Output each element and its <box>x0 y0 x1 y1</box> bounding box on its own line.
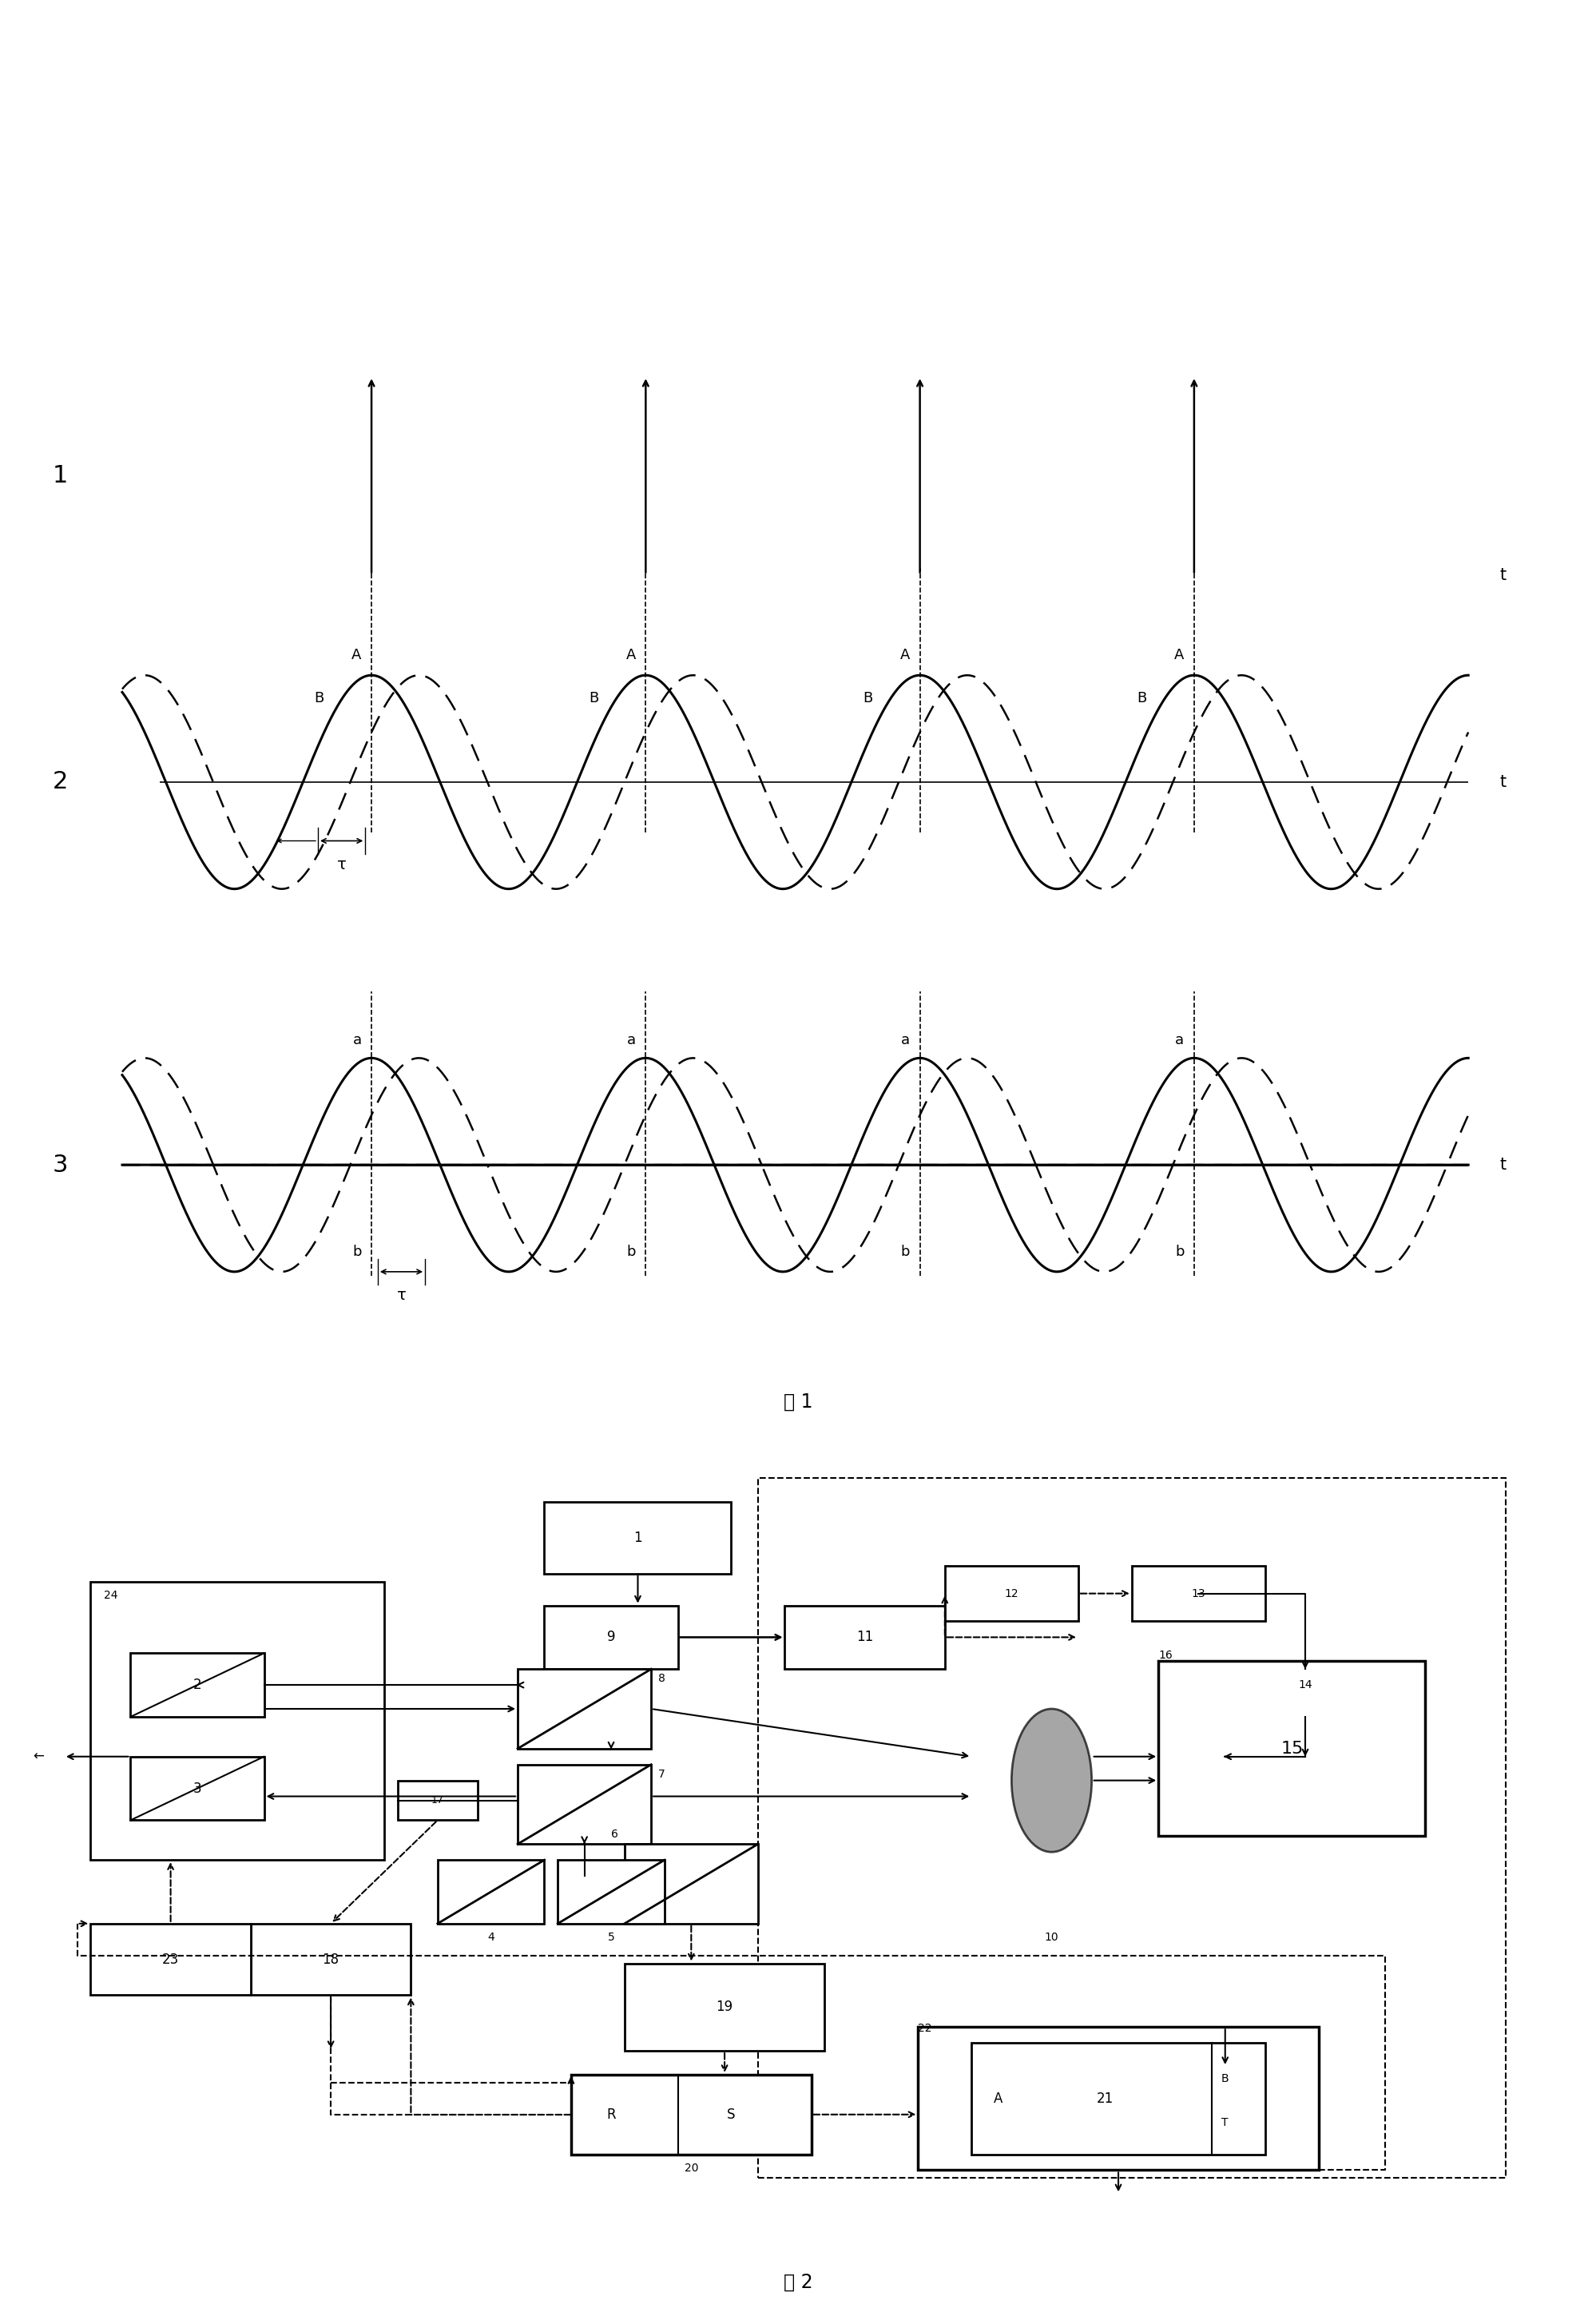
Text: 9: 9 <box>606 1631 616 1645</box>
Text: b: b <box>627 1246 635 1260</box>
Text: 1: 1 <box>53 464 67 487</box>
Text: R: R <box>606 2107 616 2123</box>
Bar <box>91 1923 251 1995</box>
Text: 2: 2 <box>193 1677 201 1691</box>
Text: A: A <box>351 647 362 664</box>
Text: 18: 18 <box>322 1951 340 1967</box>
Bar <box>251 1923 410 1995</box>
Bar <box>517 1668 651 1749</box>
Bar <box>785 1605 945 1668</box>
Text: B: B <box>863 691 873 705</box>
Text: B: B <box>314 691 324 705</box>
Text: b: b <box>900 1246 910 1260</box>
Bar <box>758 1478 1505 2178</box>
Text: 24: 24 <box>104 1589 118 1601</box>
Bar <box>1159 1661 1425 1835</box>
Text: b: b <box>1175 1246 1184 1260</box>
Bar <box>1132 1566 1266 1622</box>
Text: a: a <box>1175 1032 1184 1046</box>
Text: 22: 22 <box>918 2023 932 2035</box>
Text: ←: ← <box>34 1749 43 1763</box>
Text: B: B <box>1136 691 1148 705</box>
Text: 13: 13 <box>1191 1587 1205 1598</box>
Bar <box>945 1566 1079 1622</box>
Text: 2: 2 <box>53 770 67 793</box>
Text: τ: τ <box>337 856 346 872</box>
Text: a: a <box>902 1032 910 1046</box>
Text: S: S <box>728 2107 736 2123</box>
Text: t: t <box>1500 566 1507 582</box>
Text: 3: 3 <box>193 1782 201 1796</box>
Text: T: T <box>1223 2116 1229 2127</box>
Bar <box>571 2074 811 2155</box>
Text: B: B <box>1221 2074 1229 2083</box>
Text: 10: 10 <box>1044 1933 1058 1942</box>
Text: t: t <box>1500 775 1507 791</box>
Text: 17: 17 <box>431 1796 444 1805</box>
Ellipse shape <box>1012 1710 1092 1851</box>
Bar <box>131 1654 263 1717</box>
Text: 19: 19 <box>717 2000 733 2014</box>
Text: 23: 23 <box>163 1951 179 1967</box>
Bar <box>437 1861 544 1923</box>
Text: 图 1: 图 1 <box>784 1392 812 1411</box>
Text: A: A <box>994 2090 1002 2107</box>
Text: 1: 1 <box>634 1531 642 1545</box>
Bar <box>972 2044 1266 2155</box>
Text: 16: 16 <box>1159 1650 1173 1661</box>
Text: 4: 4 <box>487 1933 495 1942</box>
Text: A: A <box>1175 647 1184 664</box>
Bar <box>397 1779 477 1821</box>
Bar <box>557 1861 664 1923</box>
Text: 5: 5 <box>608 1933 614 1942</box>
Text: 6: 6 <box>611 1828 618 1840</box>
Text: t: t <box>1500 1158 1507 1174</box>
Bar <box>517 1766 651 1844</box>
Bar <box>918 2028 1318 2169</box>
Text: τ: τ <box>397 1288 405 1304</box>
Text: 8: 8 <box>658 1673 666 1684</box>
Text: 20: 20 <box>685 2162 697 2174</box>
Text: 3: 3 <box>53 1153 67 1176</box>
Text: a: a <box>353 1032 362 1046</box>
Text: 7: 7 <box>658 1768 666 1779</box>
Text: b: b <box>353 1246 362 1260</box>
Text: A: A <box>626 647 635 664</box>
Text: a: a <box>627 1032 635 1046</box>
Text: 21: 21 <box>1096 2090 1114 2107</box>
Bar <box>544 1605 678 1668</box>
Bar <box>131 1756 263 1821</box>
Text: 图 2: 图 2 <box>784 2274 812 2292</box>
Bar <box>624 1963 825 2051</box>
Text: B: B <box>589 691 598 705</box>
Text: 14: 14 <box>1298 1680 1312 1691</box>
Text: 15: 15 <box>1280 1740 1304 1756</box>
Bar <box>91 1582 385 1861</box>
Bar <box>544 1501 731 1573</box>
Text: 11: 11 <box>857 1631 873 1645</box>
Text: A: A <box>900 647 910 664</box>
Text: 12: 12 <box>1004 1587 1018 1598</box>
Bar <box>624 1844 758 1923</box>
